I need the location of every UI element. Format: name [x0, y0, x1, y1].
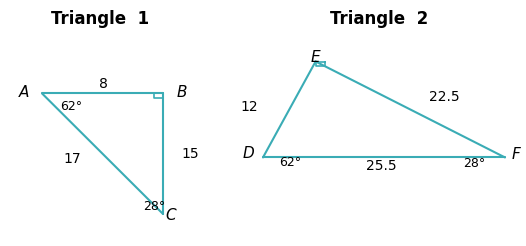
Text: 28°: 28° [143, 200, 165, 214]
Text: D: D [242, 146, 254, 161]
Text: 8: 8 [99, 77, 107, 92]
Text: 22.5: 22.5 [429, 90, 459, 104]
Text: 25.5: 25.5 [366, 159, 397, 173]
Text: 62°: 62° [279, 156, 301, 169]
Text: B: B [176, 85, 187, 100]
Text: C: C [166, 208, 176, 223]
Text: E: E [311, 50, 320, 65]
Text: F: F [512, 147, 521, 162]
Text: 17: 17 [64, 152, 82, 166]
Text: 15: 15 [181, 147, 199, 161]
Text: A: A [18, 85, 29, 100]
Text: 62°: 62° [60, 100, 83, 113]
Text: 12: 12 [240, 100, 258, 114]
Text: Triangle  1: Triangle 1 [51, 10, 149, 28]
Text: Triangle  2: Triangle 2 [330, 10, 428, 28]
Text: 28°: 28° [463, 157, 485, 170]
